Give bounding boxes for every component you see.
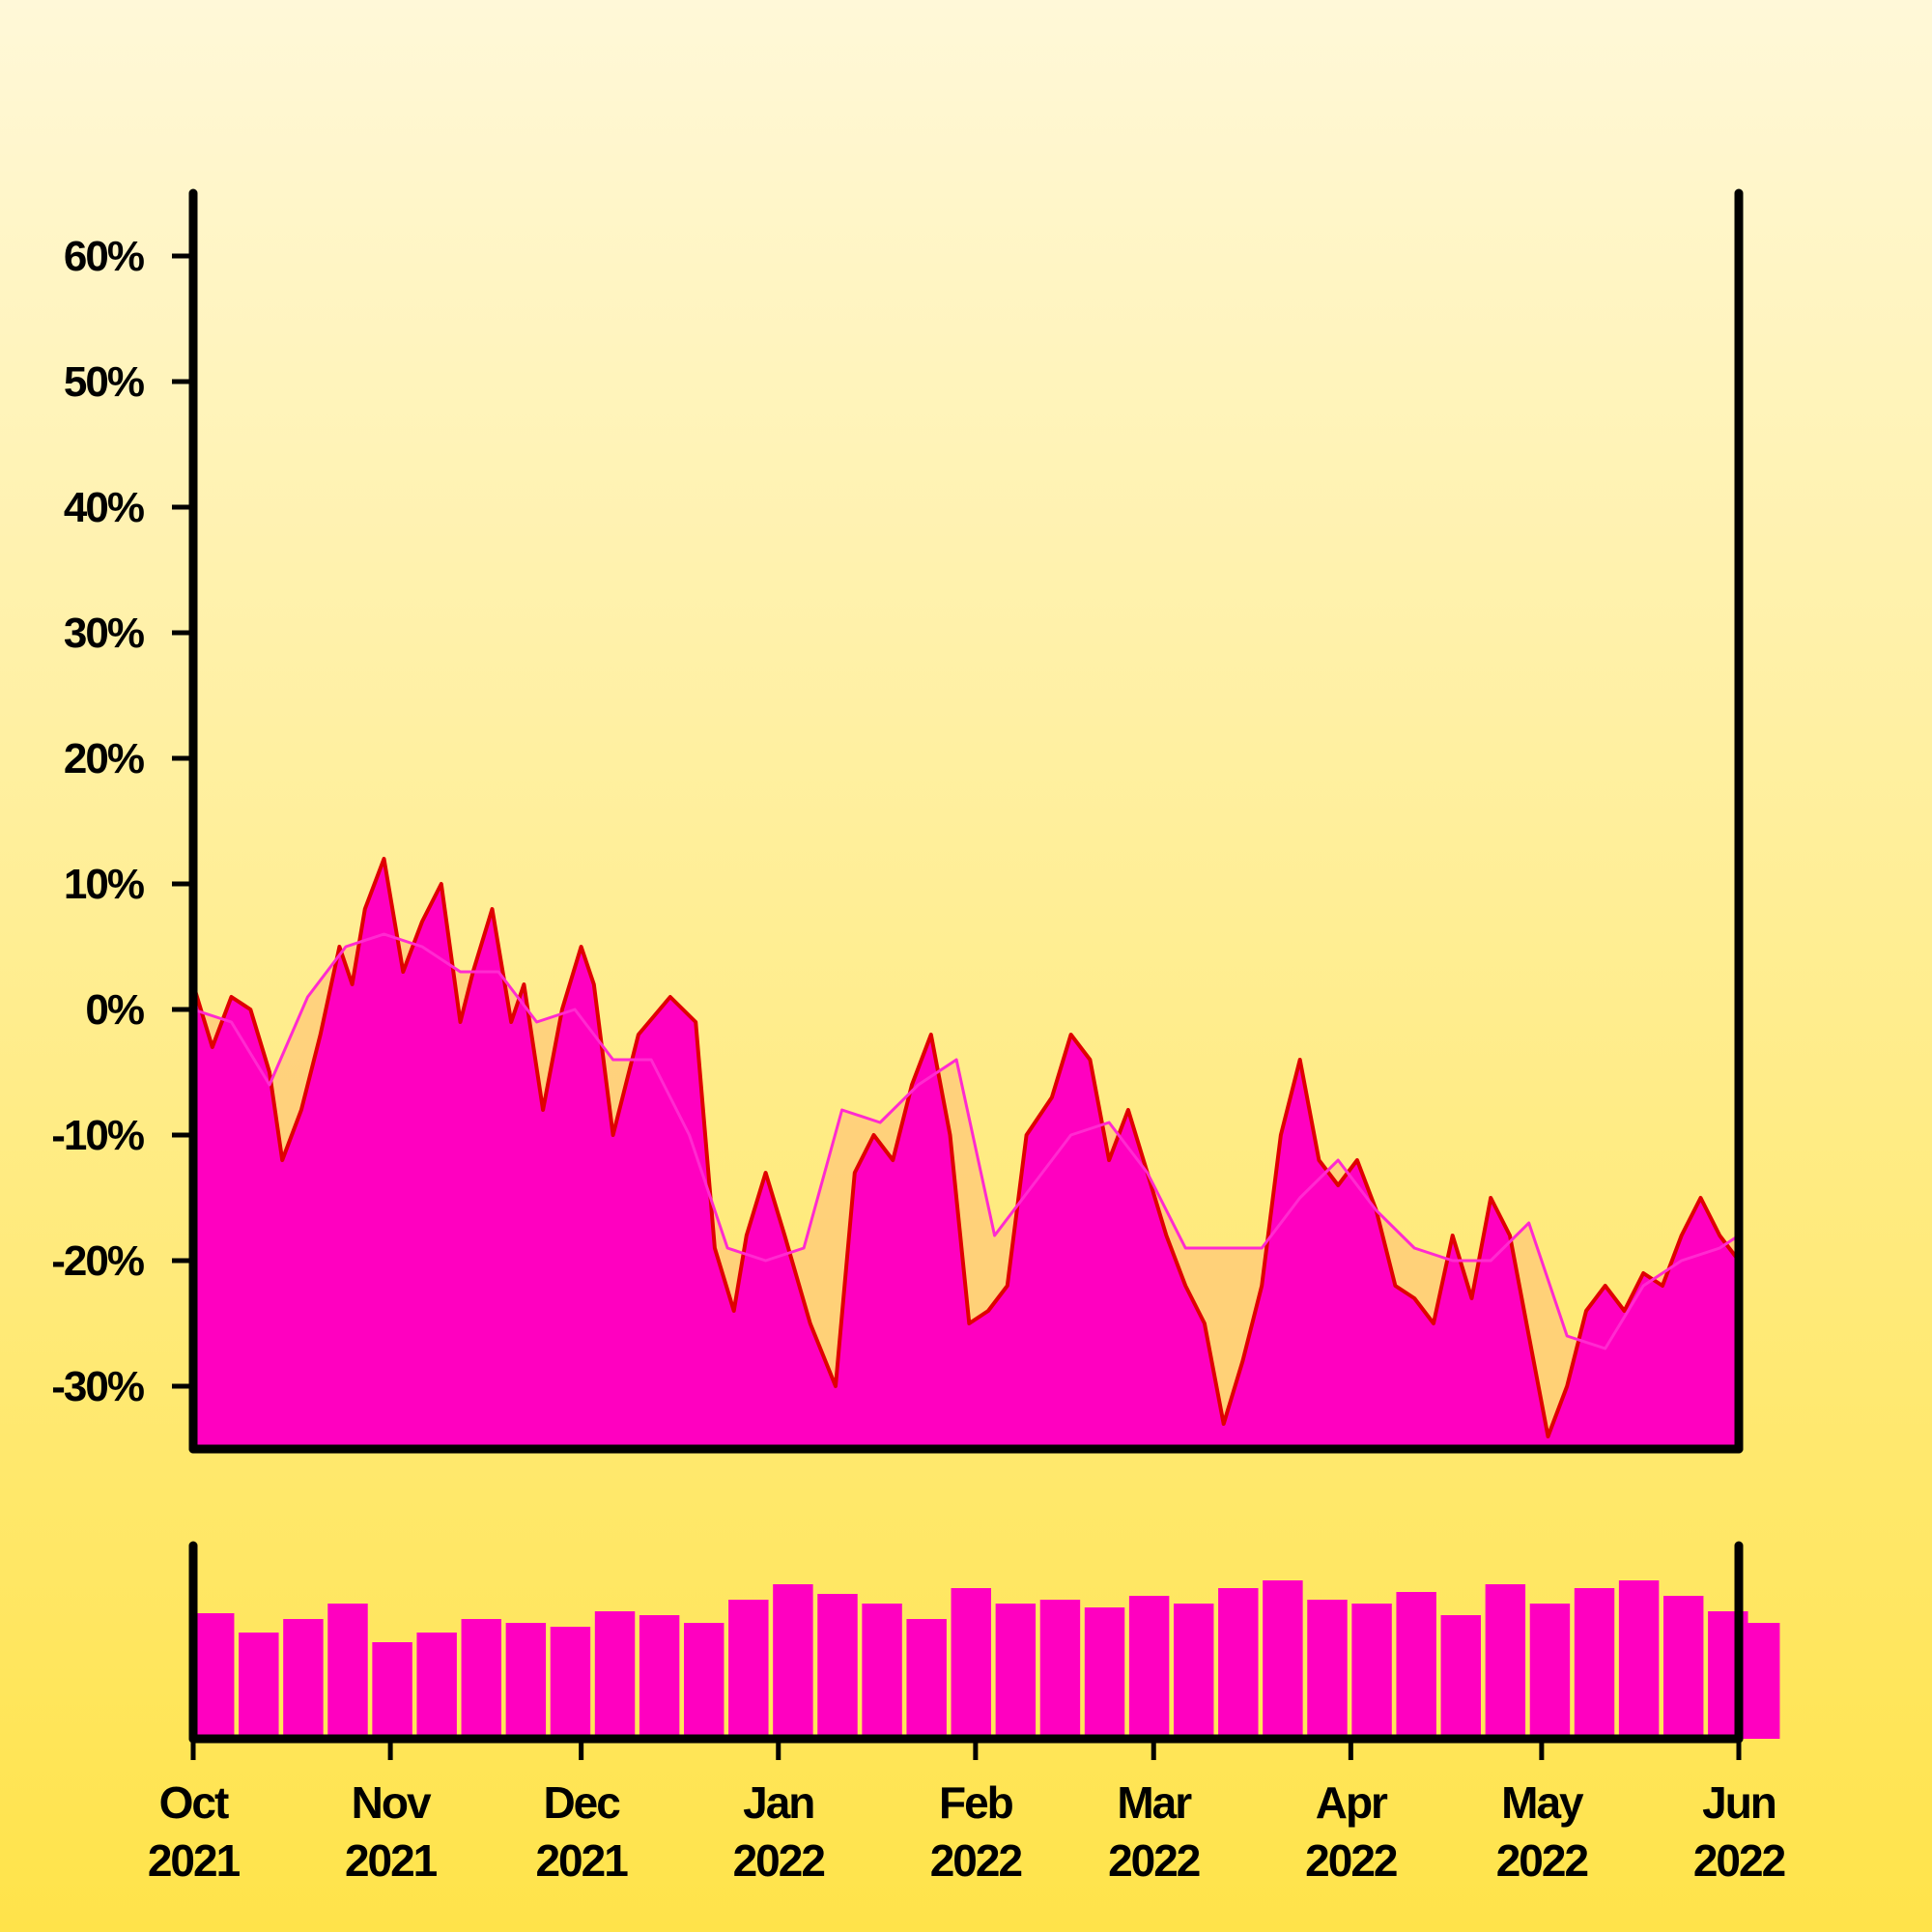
volume-bar [995, 1604, 1037, 1739]
x-tick-year: 2022 [930, 1835, 1022, 1886]
volume-bar [1218, 1588, 1259, 1739]
x-tick-month: May [1501, 1777, 1584, 1828]
x-axis: Oct 2021 Nov 2021 Dec 2021 Jan 2022 Feb 2022 Mar 20… [148, 1739, 1787, 1886]
y-axis: -30% -20% -10% 0% 10% 20% 30% 40% 50% 60% [51, 233, 193, 1410]
y-tick-label: -20% [51, 1237, 144, 1285]
x-tick-year: 2022 [1693, 1835, 1785, 1886]
y-tick-label: 50% [64, 358, 144, 406]
volume-bar [1574, 1588, 1615, 1739]
x-tick-year: 2021 [535, 1835, 628, 1886]
x-tick-month: Jan [743, 1777, 813, 1828]
volume-bar [283, 1619, 324, 1739]
volume-panel [194, 1580, 1780, 1739]
volume-bar [817, 1594, 858, 1739]
x-tick-year: 2021 [148, 1835, 241, 1886]
y-tick-label: 20% [64, 735, 144, 782]
price-area [193, 859, 1739, 1449]
volume-bar [862, 1604, 902, 1739]
x-tick-year: 2022 [1305, 1835, 1397, 1886]
volume-bar [1740, 1623, 1780, 1739]
volume-bar [239, 1633, 279, 1739]
volume-bar [461, 1619, 501, 1739]
volume-bar [594, 1611, 636, 1739]
volume-bar [372, 1642, 412, 1739]
x-tick-month: Dec [543, 1777, 620, 1828]
price-panel [193, 857, 1739, 1449]
volume-bar [1485, 1584, 1526, 1739]
volume-bar [1128, 1596, 1170, 1739]
y-tick-label: -30% [51, 1363, 144, 1410]
y-tick-label: 0% [85, 986, 143, 1034]
volume-bar [1351, 1604, 1392, 1739]
volume-bar [639, 1615, 680, 1739]
volume-bar [773, 1584, 813, 1739]
volume-bar [327, 1604, 368, 1739]
x-tick-year: 2021 [345, 1835, 438, 1886]
volume-bar [728, 1600, 769, 1739]
x-tick-month: Feb [939, 1777, 1013, 1828]
x-tick-month: Jun [1702, 1777, 1776, 1828]
y-tick-label: 60% [64, 233, 144, 280]
volume-bar [951, 1588, 991, 1739]
x-tick-month: Nov [352, 1777, 432, 1828]
volume-bar [1084, 1607, 1125, 1739]
y-tick-label: 30% [64, 610, 144, 657]
volume-bar [1618, 1580, 1660, 1739]
x-tick-year: 2022 [1496, 1835, 1588, 1886]
volume-bar [1396, 1592, 1436, 1739]
moving-average-line [193, 932, 1739, 1350]
volume-bar [505, 1623, 547, 1739]
axes-frame [188, 188, 1744, 1744]
x-tick-year: 2022 [733, 1835, 825, 1886]
x-tick-month: Mar [1117, 1777, 1192, 1828]
volume-bar [906, 1619, 947, 1739]
volume-bar [416, 1633, 457, 1739]
y-tick-label: 40% [64, 484, 144, 531]
volume-bar [1440, 1615, 1481, 1739]
x-tick-year: 2022 [1108, 1835, 1200, 1886]
volume-bar [194, 1613, 235, 1739]
volume-bar [1039, 1600, 1081, 1739]
volume-bar [1662, 1596, 1704, 1739]
x-tick-month: Apr [1316, 1777, 1388, 1828]
y-tick-label: -10% [51, 1112, 144, 1159]
volume-bar [1263, 1580, 1303, 1739]
price-line [193, 857, 1739, 1438]
volume-bar [1307, 1600, 1348, 1739]
volume-bar [550, 1627, 591, 1739]
x-tick-month: Oct [159, 1777, 229, 1828]
volume-bar [1173, 1604, 1214, 1739]
volume-bar [683, 1623, 724, 1739]
volume-bar [1529, 1604, 1571, 1739]
y-tick-label: 10% [64, 861, 144, 908]
